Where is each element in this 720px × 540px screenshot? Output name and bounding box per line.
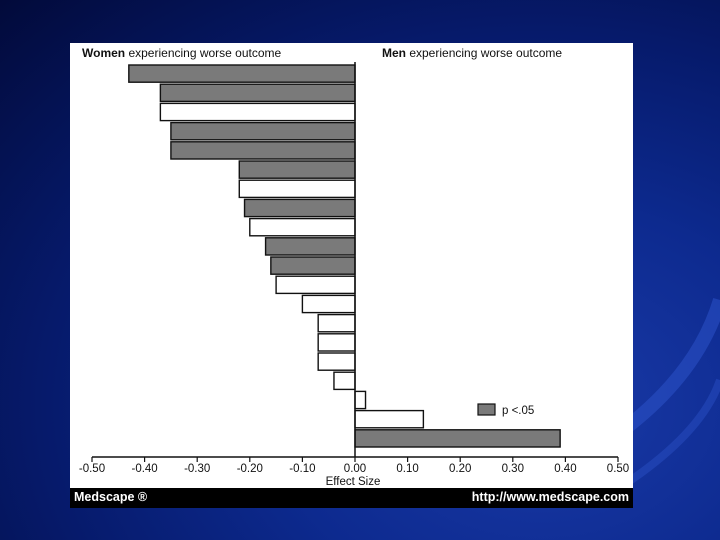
bar bbox=[128, 64, 356, 83]
bar bbox=[238, 179, 356, 199]
x-tick-label: -0.30 bbox=[184, 463, 210, 475]
footer-url[interactable]: http://www.medscape.com bbox=[471, 490, 629, 504]
footer-bar: Medscape ® http://www.medscape.com bbox=[70, 488, 633, 508]
bar bbox=[270, 256, 356, 275]
x-tick-label: 0.00 bbox=[344, 463, 366, 475]
legend-label: p <.05 bbox=[502, 405, 534, 417]
bar bbox=[354, 409, 425, 429]
x-tick-label: 0.10 bbox=[396, 463, 418, 475]
x-tick-label: -0.50 bbox=[79, 463, 105, 475]
bar bbox=[317, 313, 356, 333]
effect-size-chart: -0.50 -0.40 -0.30 -0.20 -0.10 0.00 0.10 0.20 0.3… bbox=[79, 62, 629, 488]
legend-swatch bbox=[477, 403, 496, 416]
bar bbox=[317, 352, 356, 371]
bar bbox=[264, 237, 356, 256]
bar bbox=[238, 160, 356, 179]
x-tick-label: 0.40 bbox=[554, 463, 576, 475]
footer-brand: Medscape ® bbox=[74, 490, 148, 504]
bar bbox=[354, 390, 367, 410]
right-header: Men experiencing worse outcome bbox=[382, 46, 563, 60]
bar bbox=[170, 121, 356, 141]
bar bbox=[249, 217, 356, 237]
x-tick-label: -0.40 bbox=[131, 463, 157, 475]
x-axis-label: Effect Size bbox=[326, 476, 381, 488]
figure-panel: Women experiencing worse outcome Men exp… bbox=[70, 43, 633, 508]
left-header: Women experiencing worse outcome bbox=[82, 46, 282, 60]
x-tick-label: 0.30 bbox=[502, 463, 524, 475]
x-tick-label: -0.10 bbox=[289, 463, 315, 475]
bar bbox=[317, 333, 356, 352]
x-tick-label: -0.20 bbox=[237, 463, 263, 475]
bar bbox=[159, 102, 356, 122]
bar bbox=[354, 429, 561, 448]
x-tick-label: 0.50 bbox=[607, 463, 629, 475]
bar bbox=[159, 83, 356, 103]
bar bbox=[301, 294, 356, 314]
bar bbox=[333, 371, 356, 391]
bar bbox=[243, 198, 356, 218]
x-tick-label: 0.20 bbox=[449, 463, 471, 475]
bar bbox=[275, 275, 356, 295]
bar bbox=[170, 141, 356, 160]
